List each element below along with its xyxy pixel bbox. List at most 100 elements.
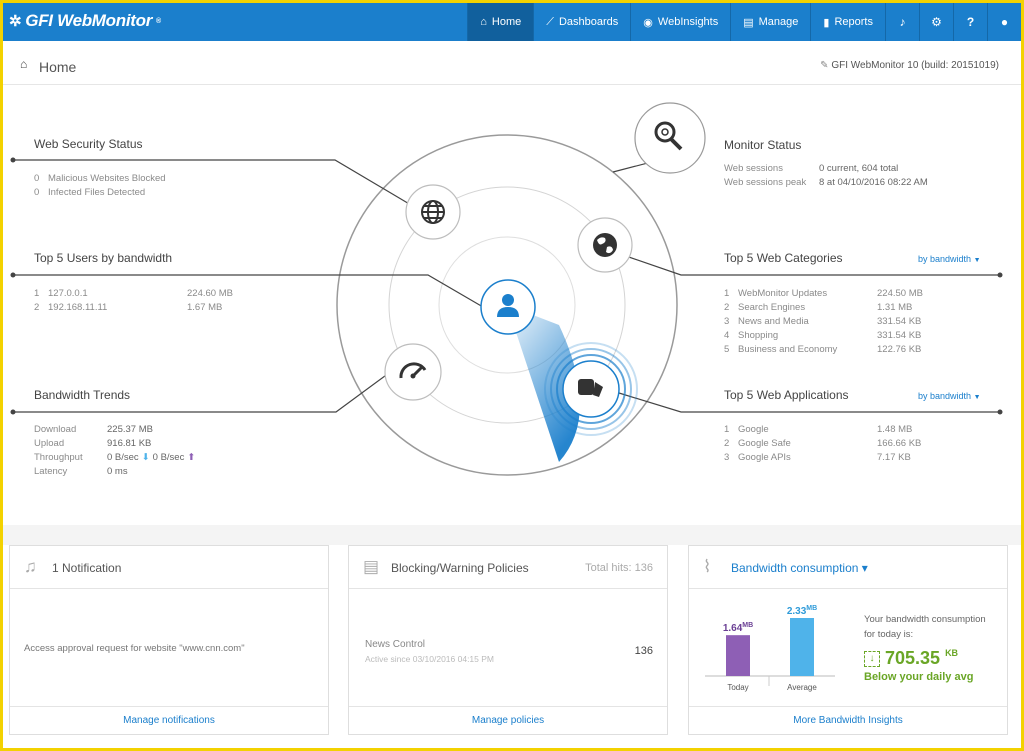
- amount-value: 705.35: [885, 648, 941, 668]
- more-insights-link[interactable]: More Bandwidth Insights: [689, 706, 1007, 734]
- bell-icon: ♫: [24, 557, 37, 576]
- app-logo[interactable]: ✲ GFI WebMonitor ®: [9, 11, 161, 31]
- notifications-button[interactable]: ♪: [885, 3, 919, 41]
- categories-title: Top 5 Web Categories: [724, 251, 843, 265]
- user-button[interactable]: ●: [987, 3, 1021, 41]
- dashboard-area: Web Security Status 0 Malicious Websites…: [3, 85, 1021, 525]
- build-label: GFI WebMonitor 10 (build: 20151019): [831, 60, 999, 71]
- list-item: Web sessions peak 8 at 04/10/2016 08:22 …: [724, 176, 928, 190]
- item-value: 1.48 MB: [877, 424, 913, 435]
- applications-title: Top 5 Web Applications: [724, 388, 849, 402]
- average-axis-label: Average: [787, 683, 817, 692]
- selector-label: by bandwidth: [918, 254, 972, 264]
- speedometer-icon: [399, 362, 427, 379]
- consumption-panel: ⌇ Bandwidth consumption ▾ 1.64MB 2.33MB …: [688, 545, 1008, 735]
- item-value: 224.50 MB: [877, 288, 923, 299]
- nav-reports-label: Reports: [834, 16, 873, 28]
- nav-webinsights-label: WebInsights: [657, 16, 719, 28]
- applications-list: 1 Google 1.48 MB 2 Google Safe 166.66 KB…: [724, 423, 921, 465]
- top-bar: ✲ GFI WebMonitor ® ⌂ Home ⟋ Dashboards ◉…: [3, 3, 1021, 41]
- list-item[interactable]: 3 News and Media 331.54 KB: [724, 315, 923, 329]
- nav-home-label: Home: [491, 16, 522, 28]
- nav-reports[interactable]: ▮ Reports: [810, 3, 885, 41]
- user-icon: [497, 294, 519, 317]
- item-label: Business and Economy: [738, 344, 838, 355]
- notification-panel: ♫ 1 Notification Access approval request…: [9, 545, 329, 735]
- nav-webinsights[interactable]: ◉ WebInsights: [630, 3, 730, 41]
- monitor-list: Web sessions 0 current, 604 total Web se…: [724, 162, 928, 190]
- page-title: Home: [39, 59, 77, 75]
- categories-list: 1 WebMonitor Updates 224.50 MB 2 Search …: [724, 287, 923, 357]
- section-separator: [3, 525, 1021, 545]
- item-value: 7.17 KB: [877, 452, 911, 463]
- nav-home[interactable]: ⌂ Home: [467, 3, 534, 41]
- list-item[interactable]: 1 127.0.0.1 224.60 MB: [34, 287, 233, 301]
- list-icon: ▤: [743, 16, 754, 29]
- main-nav: ⌂ Home ⟋ Dashboards ◉ WebInsights ▤ Mana…: [467, 3, 1021, 41]
- list-item[interactable]: 2 Search Engines 1.31 MB: [724, 301, 923, 315]
- item-value: 1.67 MB: [187, 302, 223, 313]
- latency-value: 0 ms: [107, 466, 128, 477]
- item-label: Google Safe: [738, 438, 791, 449]
- nav-manage[interactable]: ▤ Manage: [730, 3, 810, 41]
- manage-policies-link[interactable]: Manage policies: [349, 706, 667, 734]
- list-item[interactable]: 1 WebMonitor Updates 224.50 MB: [724, 287, 923, 301]
- item-label: Malicious Websites Blocked: [48, 173, 166, 184]
- policies-panel: ▤ Blocking/Warning Policies Total hits: …: [348, 545, 668, 735]
- categories-selector[interactable]: by bandwidth ▼: [918, 254, 981, 264]
- caret-down-icon: ▼: [973, 257, 981, 264]
- item-number: 1: [724, 424, 730, 435]
- throughput-label: Throughput: [34, 452, 83, 463]
- help-button[interactable]: ?: [953, 3, 987, 41]
- item-value: 331.54 KB: [877, 330, 922, 341]
- average-value-label: 2.33MB: [787, 605, 817, 617]
- applications-icon: [578, 379, 603, 397]
- nav-dashboards[interactable]: ⟋ Dashboards: [533, 3, 630, 41]
- upload-value: 916.81 KB: [107, 438, 152, 449]
- manage-notifications-link[interactable]: Manage notifications: [10, 706, 328, 734]
- logo-text: GFI WebMonitor: [25, 11, 153, 30]
- eye-icon: ◉: [643, 16, 653, 29]
- applications-selector[interactable]: by bandwidth ▼: [918, 391, 981, 401]
- bandwidth-list: Download 225.37 MB Upload 916.81 KB Thro…: [34, 423, 195, 479]
- consumption-title-label: Bandwidth consumption: [731, 561, 859, 575]
- bandwidth-chart: 1.64MB 2.33MB Today Average: [705, 605, 835, 692]
- sessions-label: Web sessions: [724, 163, 783, 174]
- home-icon: ⌂: [20, 57, 28, 71]
- item-number: 1: [724, 288, 730, 299]
- user-icon: ●: [1000, 15, 1009, 29]
- panel-header: ♫ 1 Notification: [10, 546, 328, 589]
- notification-message[interactable]: Access approval request for website "www…: [24, 643, 245, 654]
- list-item[interactable]: 4 Shopping 331.54 KB: [724, 329, 923, 343]
- list-item[interactable]: 2 192.168.11.11 1.67 MB: [34, 301, 233, 315]
- upload-label: Upload: [34, 438, 65, 449]
- throughput-up: 0 B/sec: [152, 452, 185, 463]
- item-value: 224.60 MB: [187, 288, 233, 299]
- item-value: 166.66 KB: [877, 438, 922, 449]
- amount-unit: KB: [945, 648, 959, 658]
- list-item[interactable]: 1 Google 1.48 MB: [724, 423, 921, 437]
- help-icon: ?: [966, 15, 975, 29]
- list-item[interactable]: 3 Google APIs 7.17 KB: [724, 451, 921, 465]
- today-axis-label: Today: [727, 683, 748, 692]
- panel-header: ▤ Blocking/Warning Policies Total hits: …: [349, 546, 667, 589]
- panel-header: ⌇ Bandwidth consumption ▾: [689, 546, 1007, 589]
- consumption-title[interactable]: Bandwidth consumption ▾: [731, 561, 868, 575]
- policy-name[interactable]: News Control: [365, 639, 426, 650]
- list-item: Web sessions 0 current, 604 total: [724, 162, 928, 176]
- item-label: Shopping: [738, 330, 779, 341]
- list-item[interactable]: 2 Google Safe 166.66 KB: [724, 437, 921, 451]
- world-icon: [593, 233, 617, 257]
- notification-title: 1 Notification: [52, 561, 122, 575]
- list-item[interactable]: 5 Business and Economy 122.76 KB: [724, 343, 923, 357]
- today-bar: [726, 635, 750, 676]
- consumption-amount: ↓ 705.35 KB: [864, 648, 958, 669]
- list-item: Download 225.37 MB: [34, 423, 195, 437]
- settings-button[interactable]: ⚙: [919, 3, 953, 41]
- item-number: 1: [34, 288, 40, 299]
- bar-chart-icon: ▮: [823, 16, 830, 29]
- nav-dashboards-label: Dashboards: [558, 16, 619, 28]
- sessions-value: 0 current, 604 total: [819, 163, 899, 174]
- nav-manage-label: Manage: [758, 16, 799, 28]
